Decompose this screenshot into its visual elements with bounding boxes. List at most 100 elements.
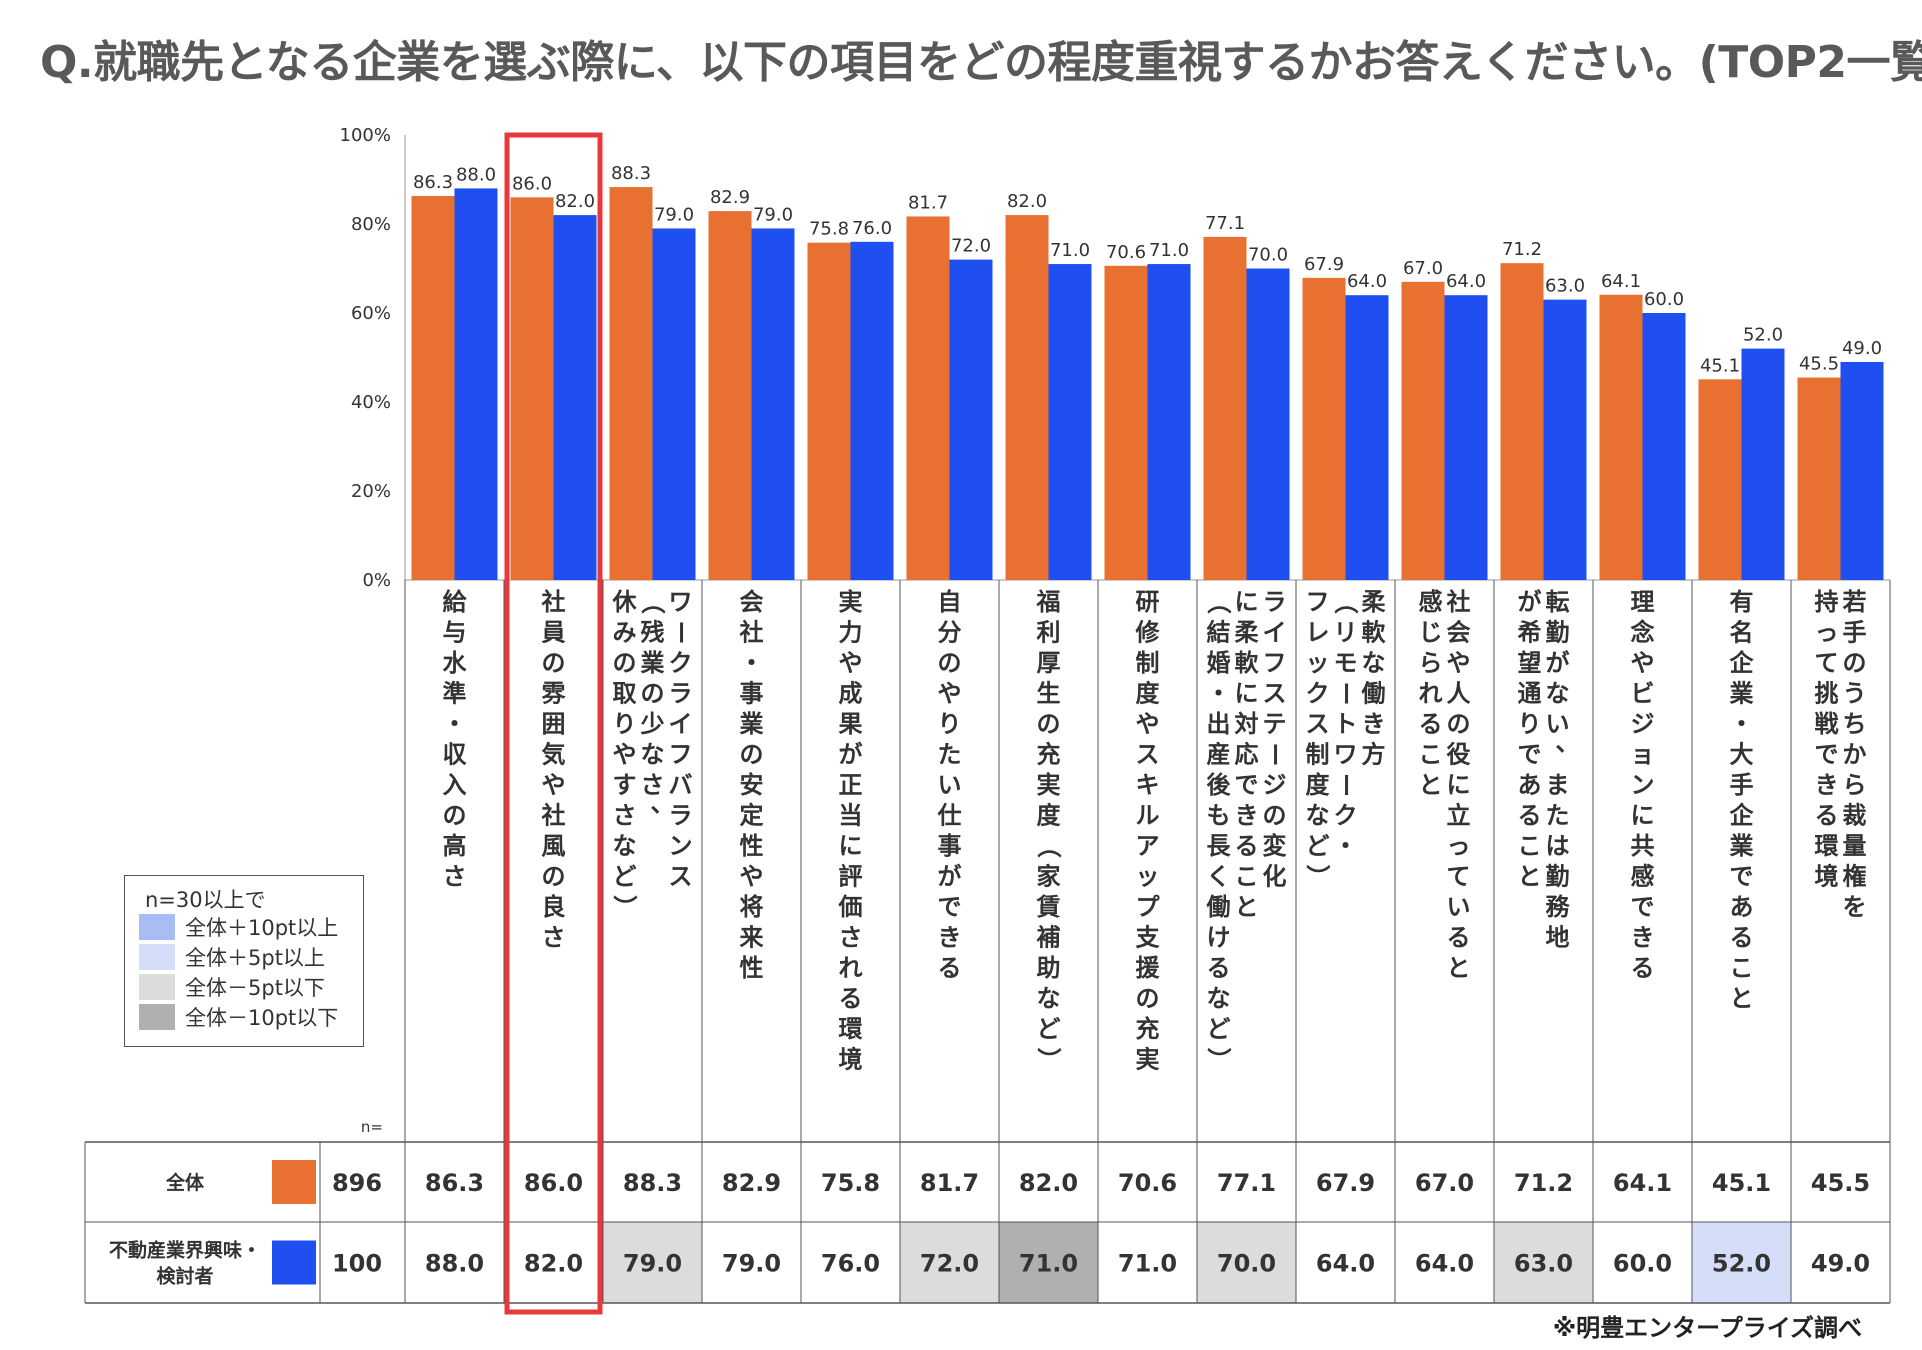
data-label: 79.0 [753,204,793,225]
category-label-char: ス [669,863,693,891]
category-label-char: の [1263,802,1287,830]
category-label-char: い [938,771,962,799]
data-label: 63.0 [1545,276,1585,297]
category-label-char: 出 [1207,710,1231,738]
data-label: 88.3 [611,163,651,184]
category-label-char: 戦 [1815,710,1839,738]
table-cell-value: 49.0 [1811,1250,1870,1278]
data-label: 67.0 [1403,258,1443,279]
table-cell-value: 79.0 [623,1250,682,1278]
category-label-char: う [1843,680,1867,708]
category-label-char: 補 [1036,924,1061,952]
category-label-char: 入 [443,771,467,799]
category-label-char: 転 [1546,588,1570,616]
category-label-char: 軟 [1362,619,1387,647]
category-label-char: ー [1332,682,1360,706]
y-tick-label: 20% [351,481,391,502]
category-label-char: さ [613,802,637,830]
category-label-char: の [443,802,467,830]
category-label-char: す [613,771,637,799]
category-label-char: 化 [1263,863,1287,891]
category-label-char: や [938,680,962,708]
category-label-char: な [1037,985,1061,1013]
category-label-char: 援 [1136,954,1161,982]
table-cell-value: 45.1 [1712,1169,1771,1197]
bar-realestate [949,259,993,580]
category-label-char: の [1136,985,1160,1013]
category-label-char: ワ [1334,741,1358,769]
bar-realestate [1444,295,1488,580]
bar-realestate [1741,348,1785,580]
cell-shading [900,1222,999,1303]
data-label: 79.0 [654,204,694,225]
data-label: 70.6 [1106,242,1146,263]
category-label-char: 研 [1136,588,1160,616]
bar-realestate [1246,268,1290,580]
category-label-char: 業 [1730,680,1754,708]
legend-item-minus5: 全体－5pt以下 [139,974,325,1000]
category-label-char: 会 [740,588,764,616]
category-label-char: に [1235,588,1259,616]
category-label-char: 事 [740,680,764,708]
cell-shading [999,1222,1098,1303]
category-label-char: な [1362,649,1386,677]
category-label-char: 実 [839,588,863,616]
data-label: 45.1 [1700,355,1740,376]
highlight-frame [504,132,603,1315]
table-cell-value: 86.3 [425,1169,484,1197]
category-label-char: イ [669,710,693,738]
category-label-char: さ [542,924,566,952]
source-note: ※明豊エンタープライズ調べ [1552,1314,1862,1342]
category-label-char: ら [1419,649,1443,677]
category-label-char: レ [1306,619,1330,647]
category-label-char: と [1447,954,1471,982]
category-label-char: 役 [1447,741,1471,769]
data-label: 49.0 [1842,338,1882,359]
category-label-char: 当 [839,802,863,830]
category-label-char: あ [1730,893,1754,921]
data-label: 52.0 [1743,325,1783,346]
category-label-char: ど [1207,1015,1231,1043]
category-label-char: で [1815,741,1839,769]
category-label-char: ク [1334,802,1358,830]
category-label-char: 社 [1447,588,1471,616]
category-label-char: か [1843,741,1867,769]
category-label-char: や [613,741,637,769]
category-label-char: 員 [541,619,566,647]
category-label-char: 囲 [542,710,566,738]
category-label-char: 成 [839,680,863,708]
category-label-char: て [1447,863,1471,891]
y-tick-label: 60% [351,303,391,324]
table-cell-value: 75.8 [821,1169,880,1197]
category-label-char: ク [1306,680,1330,708]
category-label-char: な [613,832,637,860]
category-label-char: 度 [1037,802,1062,830]
category-label-char: ・ [740,649,764,677]
category-label-char: 業 [641,649,665,677]
data-label: 82.0 [555,191,595,212]
category-label-char: モ [1334,649,1358,677]
category-label-char: フ [669,741,693,769]
category-label-char: や [1447,649,1471,677]
category-label-char: （ [1332,590,1360,614]
category-label-char: る [1518,802,1542,830]
y-tick-label: 40% [351,392,391,413]
category-label-char: き [1235,802,1259,830]
category-label-char: リ [1334,619,1358,647]
category-label-char: 会 [1447,619,1471,647]
category-label-char: や [542,771,566,799]
category-label-char: 務 [1546,893,1571,921]
category-label-char: 力 [839,619,863,647]
category-label-char: に [1631,802,1655,830]
category-label-char: （ [1205,590,1233,614]
category-label-char: 給 [443,588,468,616]
category-label-char: た [1546,802,1570,830]
category-label-char: 準 [443,680,467,708]
data-label: 86.0 [512,173,552,194]
y-tick-label: 0% [362,570,391,591]
category-label-char: 大 [1730,741,1754,769]
category-label-char: 自 [938,588,962,616]
category-label-char: る [1235,832,1259,860]
category-label-char: の [641,680,665,708]
category-label-char: る [1447,924,1471,952]
